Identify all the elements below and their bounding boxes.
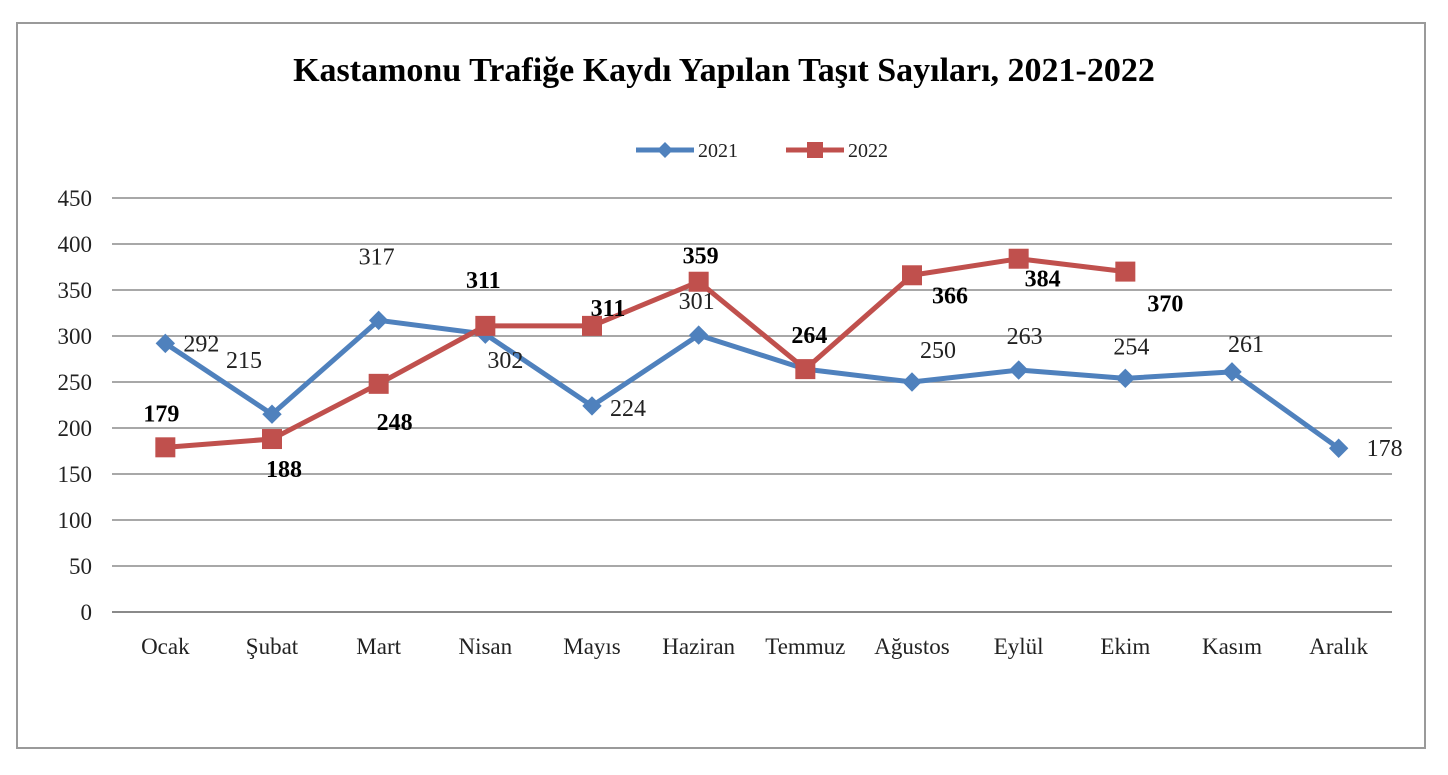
data-label-2021: 263 (1007, 324, 1043, 350)
marker-2022-Mayıs (582, 315, 602, 336)
data-label-2021: 301 (679, 289, 715, 315)
marker-2021-Eylül (1008, 360, 1029, 380)
marker-2021-Aralık (1328, 438, 1349, 458)
x-tick-label: Ekim (1100, 634, 1150, 659)
marker-2021-Şubat (262, 404, 282, 424)
y-tick-label: 250 (58, 370, 93, 395)
legend-label: 2022 (848, 140, 888, 162)
x-tick-label: Haziran (662, 634, 735, 659)
legend-marker-2022 (807, 142, 823, 158)
legend-marker-2021 (657, 142, 673, 158)
marker-2022-Temmuz (795, 359, 816, 380)
legend-label: 2021 (698, 140, 738, 162)
marker-2022-Haziran (688, 271, 709, 292)
data-label-2021: 224 (610, 396, 646, 422)
data-label-2022: 370 (1147, 292, 1183, 318)
marker-2022-Eylül (1008, 248, 1029, 269)
data-label-2022: 248 (377, 410, 413, 436)
data-label-2022: 359 (683, 244, 719, 270)
y-tick-label: 450 (58, 186, 93, 211)
data-label-2021: 250 (920, 338, 956, 364)
marker-2022-Mart (368, 373, 389, 394)
data-label-2022: 311 (466, 268, 501, 294)
data-label-2022: 384 (1025, 267, 1061, 293)
data-label-2022: 188 (266, 457, 302, 483)
chart-title: Kastamonu Trafiğe Kaydı Yapılan Taşıt Sa… (293, 52, 1155, 89)
x-tick-label: Temmuz (765, 634, 845, 659)
x-tick-label: Aralık (1309, 634, 1368, 659)
y-tick-label: 0 (81, 600, 93, 625)
x-tick-label: Şubat (246, 634, 299, 659)
data-label-2021: 178 (1367, 436, 1403, 462)
data-label-2022: 264 (791, 323, 827, 349)
marker-2021-Haziran (688, 325, 709, 345)
x-tick-label: Eylül (994, 634, 1044, 659)
marker-2021-Kasım (1222, 362, 1242, 382)
data-label-2021: 302 (487, 348, 523, 374)
marker-2022-Ağustos (902, 265, 922, 286)
y-tick-label: 150 (58, 462, 93, 487)
marker-2021-Mayıs (582, 396, 602, 416)
y-tick-label: 400 (58, 232, 93, 257)
series-line-2022 (165, 256, 1126, 450)
marker-2022-Ocak (155, 437, 176, 458)
y-tick-label: 50 (69, 554, 92, 579)
marker-2021-Ağustos (902, 372, 922, 392)
y-tick-label: 100 (58, 508, 93, 533)
x-tick-label: Ocak (141, 634, 190, 659)
marker-2022-Ekim (1115, 261, 1136, 282)
data-label-2021: 292 (183, 331, 219, 357)
x-tick-label: Ağustos (874, 634, 949, 659)
marker-2021-Ocak (155, 333, 176, 354)
marker-2021-Mart (368, 310, 389, 331)
x-tick-label: Mayıs (563, 634, 621, 659)
data-label-2021: 317 (359, 244, 395, 270)
x-tick-label: Nisan (458, 634, 512, 659)
data-label-2022: 311 (591, 296, 626, 322)
data-label-2022: 179 (143, 401, 179, 427)
y-tick-label: 300 (58, 324, 93, 349)
data-label-2021: 261 (1228, 332, 1264, 358)
x-tick-label: Kasım (1202, 634, 1262, 659)
y-tick-label: 200 (58, 416, 93, 441)
y-tick-label: 350 (58, 278, 93, 303)
marker-2021-Ekim (1115, 368, 1136, 389)
series-line-2021 (163, 317, 1341, 451)
marker-2022-Şubat (262, 429, 282, 450)
data-label-2021: 254 (1113, 334, 1149, 360)
data-label-2021: 215 (226, 348, 262, 374)
chart-frame (16, 22, 1426, 749)
x-tick-label: Mart (356, 634, 401, 659)
marker-2022-Nisan (475, 315, 496, 336)
data-label-2022: 366 (932, 283, 968, 309)
